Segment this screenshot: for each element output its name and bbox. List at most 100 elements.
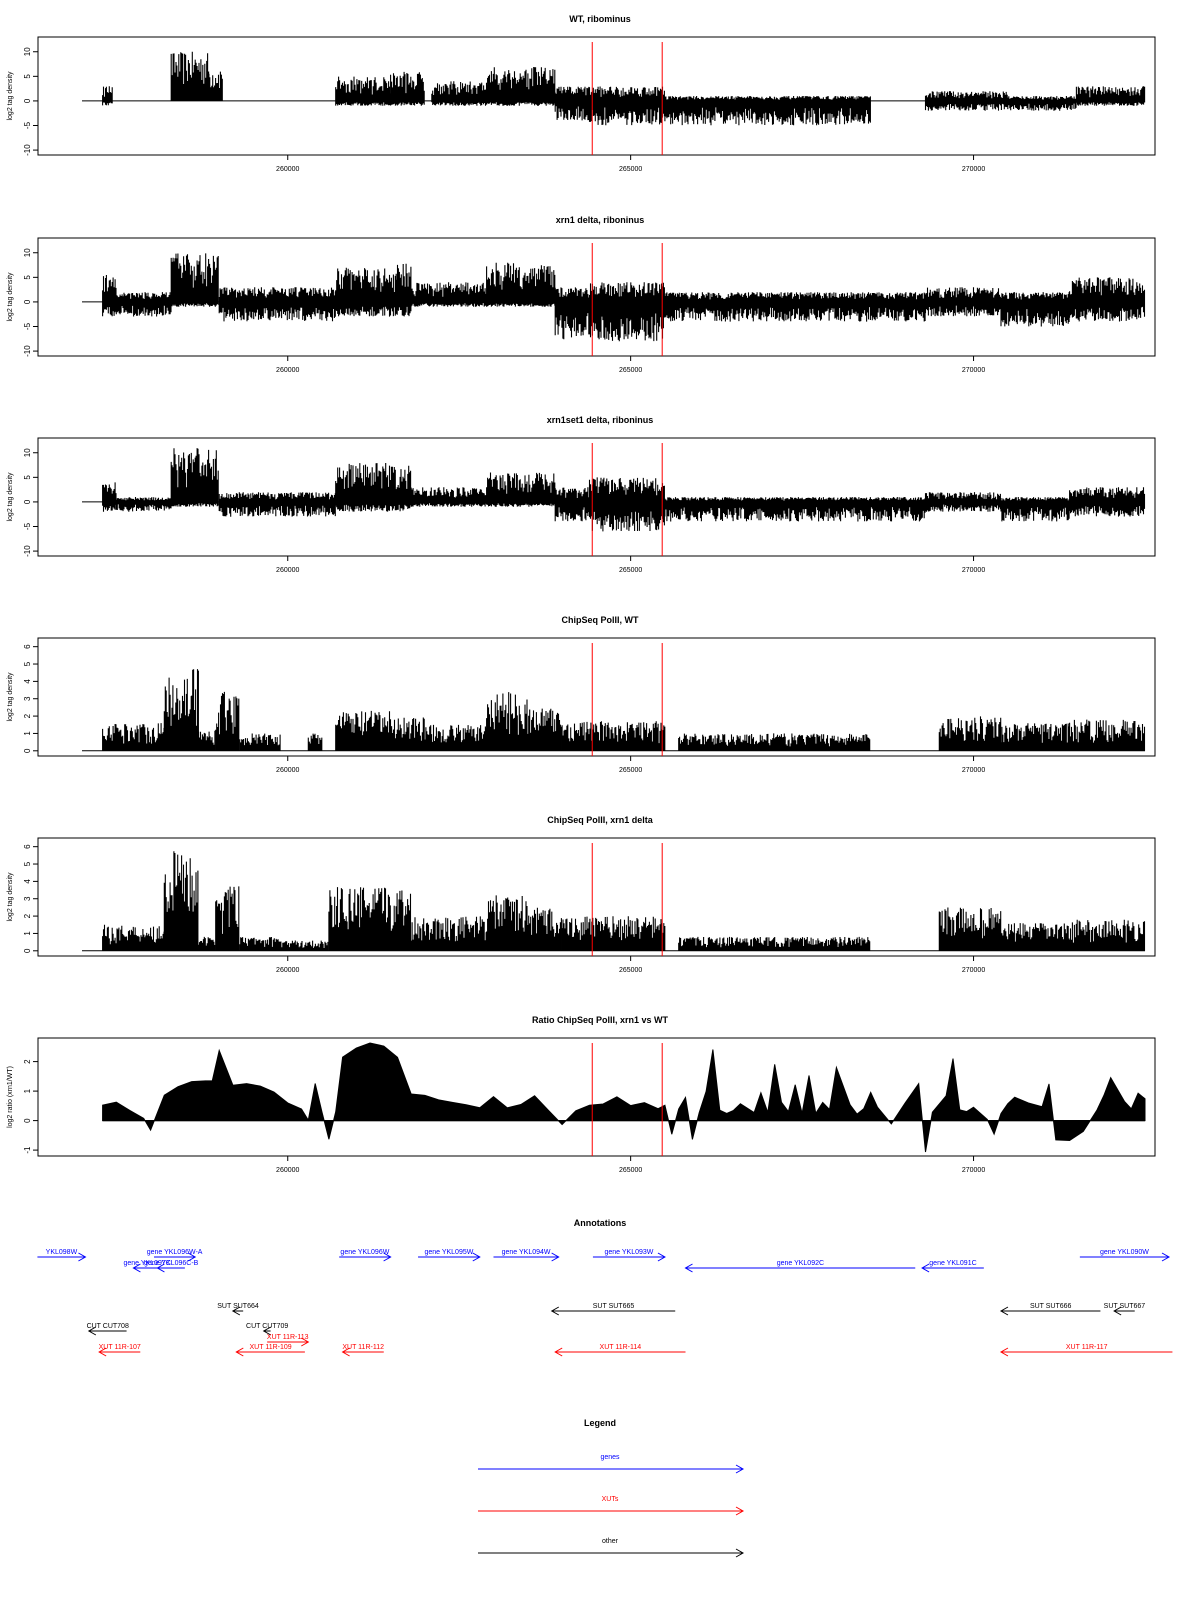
y-tick-label: 5	[23, 861, 32, 866]
feature-label: SUT SUT667	[1104, 1303, 1146, 1310]
x-tick-label: 260000	[276, 1167, 299, 1174]
annotations-panel: Annotations YKL098W gene YKL096W-A gene YKL…	[37, 1218, 1173, 1357]
arrow-head	[550, 1306, 560, 1316]
arrow-head	[1161, 1252, 1171, 1262]
feature-label: XUT 11R-113	[267, 1334, 309, 1341]
annotations-title: Annotations	[574, 1218, 627, 1228]
y-tick-label: 1	[23, 731, 32, 736]
x-tick-label: 270000	[962, 767, 985, 774]
bar-segment-9	[554, 287, 590, 340]
bar-segment-10	[424, 724, 487, 751]
feature-label: gene YKL096W	[340, 1249, 389, 1256]
bar-segment-7	[307, 733, 323, 751]
y-axis-label: log2 tag density	[7, 71, 14, 121]
legend-item-xut: XUTs	[478, 1496, 745, 1516]
y-tick-label: -10	[23, 144, 32, 156]
feature-xut-11r-113: XUT 11R-113	[267, 1334, 310, 1347]
panel-title: ChipSeq PolII, xrn1 delta	[547, 815, 654, 825]
bar-cluster	[1000, 723, 1070, 751]
bar-segment-14	[1000, 923, 1070, 951]
legend-item-label: XUTs	[602, 1496, 619, 1503]
bar-cluster	[102, 924, 165, 951]
bar-segment-9	[390, 717, 425, 751]
bar-cluster	[115, 497, 172, 512]
y-tick-label: 10	[23, 448, 32, 457]
y-tick-label: -5	[23, 522, 32, 530]
panel-title: ChipSeq PolII, WT	[562, 615, 639, 625]
bar-cluster	[588, 282, 665, 342]
legend-item-label: other	[602, 1538, 619, 1545]
arrow-head	[235, 1347, 244, 1357]
bar-cluster	[486, 262, 556, 307]
bar-cluster	[664, 292, 926, 322]
bar-cluster	[431, 81, 488, 106]
bar-segment-2	[163, 851, 199, 951]
y-axis-label: log2 tag density	[7, 472, 14, 522]
bar-segment-10	[664, 96, 871, 126]
bar-cluster	[218, 492, 336, 517]
arrow-head	[383, 1252, 392, 1262]
bar-cluster	[239, 937, 281, 951]
feature-label: CUT CUT709	[246, 1323, 288, 1330]
legend-item-label: genes	[600, 1454, 620, 1461]
bar-segment-1	[102, 482, 117, 512]
x-axis: 260000 265000 270000	[276, 1156, 985, 1174]
bar-segment-1	[102, 723, 165, 751]
bar-cluster	[170, 448, 219, 507]
bar-segment-5	[390, 71, 425, 106]
feature-label: gene YKL094W	[502, 1249, 551, 1256]
ratio-area	[102, 1042, 1146, 1153]
bar-segment-7	[486, 472, 556, 507]
bar-cluster	[938, 907, 1002, 951]
bar-cluster	[1069, 919, 1146, 951]
feature-label: gene YKL092C	[777, 1260, 824, 1267]
bar-segment-3	[170, 448, 219, 507]
y-tick-label: 4	[23, 679, 32, 684]
x-axis: 260000 265000 270000	[276, 155, 985, 173]
bar-segment-12	[1007, 96, 1077, 111]
bar-cluster	[208, 71, 223, 101]
y-tick-label: 5	[23, 475, 32, 480]
feature-gene-ykl096c-b: gene YKL096C-B	[144, 1260, 199, 1273]
feature-sut-sut667: SUT SUT667	[1104, 1303, 1146, 1316]
plot-frame	[37, 637, 1156, 757]
bar-segment-1	[102, 86, 113, 106]
bar-cluster	[191, 669, 199, 751]
y-tick-label: 2	[23, 1059, 32, 1064]
arrow-head	[554, 1347, 563, 1357]
legend: Legend genes XUTs other	[478, 1418, 745, 1558]
feature-xut-11r-109: XUT 11R-109	[235, 1344, 305, 1357]
feature-xut-11r-117: XUT 11R-117	[999, 1344, 1173, 1357]
feature-ykl098w: YKL098W	[37, 1249, 87, 1262]
bar-segment-6	[410, 487, 487, 507]
x-tick-label: 265000	[619, 967, 642, 974]
panel-6: Ratio ChipSeq PolII, xrn1 vs WT 2 1 0 -1 log2…	[7, 1015, 1156, 1174]
y-tick-label: 0	[23, 1118, 32, 1123]
arrow-head	[78, 1252, 87, 1262]
feature-label: XUT 11R-114	[600, 1344, 642, 1351]
bar-segment-10	[588, 282, 665, 342]
bar-cluster	[335, 76, 392, 106]
arrow-head	[735, 1506, 745, 1516]
bar-cluster	[163, 677, 192, 751]
bar-segment-5	[215, 691, 240, 751]
bar-cluster	[1069, 487, 1146, 517]
bar-segment-14	[1069, 277, 1146, 322]
arrow-head	[187, 1252, 197, 1262]
bar-cluster	[1069, 719, 1146, 751]
x-tick-label: 270000	[962, 967, 985, 974]
feature-gene-ykl094w: gene YKL094W	[493, 1249, 560, 1262]
bar-segment-12	[527, 708, 562, 751]
panel-title: Ratio ChipSeq PolII, xrn1 vs WT	[532, 1015, 669, 1025]
feature-label: XUT 11R-112	[342, 1344, 384, 1351]
arrow-head	[999, 1347, 1009, 1357]
y-tick-label: 6	[23, 844, 32, 849]
bar-segment-6	[396, 263, 412, 317]
bar-segment-11	[924, 492, 1001, 512]
feature-gene-ykl093w: gene YKL093W	[592, 1249, 666, 1262]
bar-cluster	[102, 723, 165, 751]
bar-cluster	[198, 730, 216, 751]
bar-cluster	[307, 733, 323, 751]
bar-segment-5	[335, 267, 398, 317]
bar-cluster	[335, 267, 398, 317]
